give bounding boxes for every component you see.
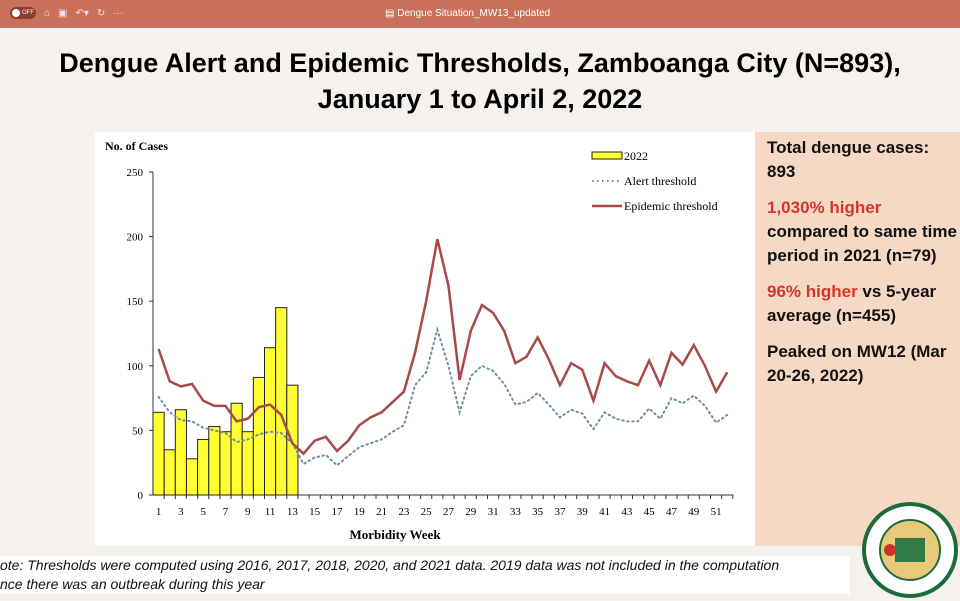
legend-label-alert: Alert threshold	[624, 174, 696, 188]
slide-title: Dengue Alert and Epidemic Thresholds, Za…	[0, 45, 960, 117]
x-tick-label: 33	[510, 506, 522, 518]
undo-icon[interactable]: ↶▾	[75, 7, 89, 19]
y-tick-label: 200	[127, 232, 144, 244]
document-title: ▤ Dengue Situation_MW13_updated	[385, 8, 551, 19]
x-tick-label: 29	[465, 506, 477, 518]
note-line-2: nce there was an outbreak during this ye…	[0, 576, 265, 592]
legend-label-2022: 2022	[624, 149, 648, 163]
x-tick-label: 51	[711, 506, 722, 518]
x-tick-label: 7	[223, 506, 229, 518]
legend-label-epidemic: Epidemic threshold	[624, 199, 718, 213]
x-tick-label: 19	[354, 506, 366, 518]
x-tick-label: 31	[488, 506, 499, 518]
bar-week-11	[264, 347, 277, 496]
total-cases: Total dengue cases: 893	[767, 138, 930, 181]
x-tick-label: 49	[688, 506, 700, 518]
note-line-1: ote: Thresholds were computed using 2016…	[0, 557, 780, 573]
x-tick-label: 37	[554, 506, 566, 518]
toggle-label: OFF	[22, 10, 34, 16]
increase-5yr-text: vs 5-year average (n=455)	[767, 282, 937, 325]
bar-week-1	[152, 411, 165, 496]
x-tick-label: 15	[309, 506, 321, 518]
peak-info: Peaked on MW12 (Mar 20-26, 2022)	[767, 342, 947, 385]
bar-week-4	[185, 458, 199, 496]
x-tick-label: 41	[599, 506, 610, 518]
y-tick-label: 150	[127, 296, 144, 308]
x-tick-label: 25	[421, 506, 433, 518]
x-tick-label: 23	[398, 506, 410, 518]
bar-week-2	[163, 449, 176, 496]
city-seal-logo	[862, 502, 958, 598]
bar-week-3	[174, 409, 187, 496]
x-tick-label: 45	[644, 506, 656, 518]
epidemic-threshold-line	[157, 238, 729, 456]
bar-week-10	[252, 376, 266, 496]
x-tick-label: 39	[577, 506, 589, 518]
x-tick-label: 43	[621, 506, 633, 518]
x-tick-label: 47	[666, 506, 678, 518]
home-icon[interactable]: ⌂	[44, 7, 51, 19]
x-tick-label: 35	[532, 506, 544, 518]
y-tick-label: 0	[138, 490, 144, 502]
chart: No. of Cases Morbidity Week 0 50 100 150 200 25…	[105, 139, 734, 542]
x-tick-label: 13	[287, 506, 299, 518]
x-tick-label: 1	[156, 506, 162, 518]
autosave-toggle[interactable]: OFF	[10, 7, 36, 19]
x-tick-label: 9	[245, 506, 251, 518]
bar-week-5	[197, 438, 210, 496]
y-tick-label: 50	[132, 425, 144, 437]
increase-2021: 1,030% higher	[767, 198, 882, 217]
redo-icon[interactable]: ↻	[96, 7, 106, 19]
x-tick-label: 27	[443, 506, 455, 518]
title-line-2: January 1 to April 2, 2022	[317, 84, 643, 114]
bar-week-6	[208, 426, 221, 496]
footnote: ote: Thresholds were computed using 2016…	[0, 556, 850, 594]
y-axis-label: No. of Cases	[105, 139, 168, 153]
title-line-1: Dengue Alert and Epidemic Thresholds, Za…	[59, 48, 901, 78]
x-tick-label: 3	[178, 506, 184, 518]
x-tick-label: 17	[331, 506, 343, 518]
summary-panel: Total dengue cases: 893 1,030% higher com…	[755, 132, 960, 546]
x-tick-label: 11	[265, 506, 276, 518]
increase-5yr: 96% higher	[767, 282, 858, 301]
save-icon[interactable]: ▣	[58, 7, 68, 19]
more-icon[interactable]: ···	[113, 7, 124, 19]
x-tick-label: 5	[200, 506, 206, 518]
y-tick-label: 100	[127, 361, 144, 373]
y-tick-label: 250	[127, 167, 144, 179]
doc-title-text: Dengue Situation_MW13_updated	[397, 8, 551, 19]
title-bar: OFF ⌂ ▣ ↶▾ ↻ ··· ▤ Dengue Situation_MW13…	[0, 0, 960, 28]
bar-week-12	[275, 307, 288, 496]
alert-threshold-line	[157, 325, 729, 467]
bar-week-7	[219, 431, 232, 496]
legend-swatch-2022	[591, 151, 623, 160]
chart-container: No. of Cases Morbidity Week 0 50 100 150 200 25…	[95, 132, 755, 546]
increase-2021-text: compared to same time period in 2021 (n=…	[767, 222, 957, 265]
x-axis-label: Morbidity Week	[349, 527, 441, 542]
x-tick-label: 21	[376, 506, 387, 518]
